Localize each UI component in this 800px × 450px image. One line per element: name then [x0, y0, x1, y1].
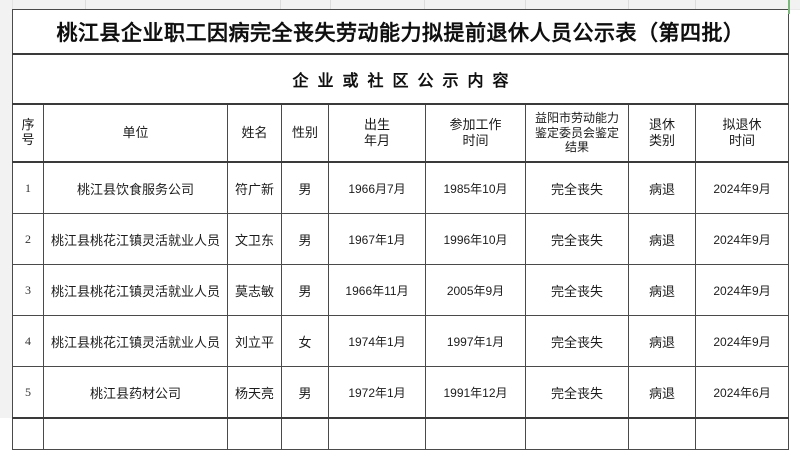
cell-empty: [328, 417, 426, 450]
cell-seq: 4: [12, 315, 44, 367]
cell-name: 杨天亮: [227, 366, 282, 419]
cell-unit: 桃江县桃花江镇灵活就业人员: [43, 315, 228, 367]
cell-work: 1997年1月: [425, 315, 526, 367]
cell-retire-type: 病退: [628, 213, 696, 265]
column-header-sex: 性别: [281, 103, 329, 163]
cell-sex: 女: [281, 315, 329, 367]
cell-sex: 男: [281, 366, 329, 419]
cell-appraisal-result: 完全丧失: [525, 213, 629, 265]
column-header-work-line1: 参加工作: [449, 116, 502, 132]
cell-retire-type: 病退: [628, 315, 696, 367]
cell-unit: 桃江县药材公司: [43, 366, 228, 419]
table-row-truncated: [12, 417, 790, 450]
cell-planned-retire-date: 2024年9月: [694, 213, 790, 265]
cell-appraisal-result: 完全丧失: [525, 161, 629, 214]
cell-empty: [227, 417, 282, 450]
column-header-seq: 序 号: [12, 103, 44, 163]
cell-birth: 1967年1月: [328, 213, 426, 265]
cell-seq: 3: [12, 264, 44, 316]
column-header-birth: 出生 年月: [328, 103, 426, 163]
column-header-work-start: 参加工作 时间: [425, 103, 526, 163]
column-header-name: 姓名: [227, 103, 282, 163]
column-header-plan-line1: 拟退休: [722, 116, 762, 132]
column-header-type-line1: 退休: [648, 116, 675, 132]
cell-planned-retire-date: 2024年9月: [694, 315, 790, 367]
cell-sex: 男: [281, 213, 329, 265]
column-header-type-line2: 类别: [648, 133, 675, 148]
cell-retire-type: 病退: [628, 264, 696, 316]
cell-seq: 2: [12, 213, 44, 265]
table-row: 5 桃江县药材公司 杨天亮 男 1972年1月 1991年12月 完全丧失 病退…: [12, 366, 790, 419]
cell-planned-retire-date: 2024年6月: [694, 366, 790, 419]
table-row: 3 桃江县桃花江镇灵活就业人员 莫志敏 男 1966年11月 2005年9月 完…: [12, 264, 790, 316]
cell-sex: 男: [281, 161, 329, 214]
cell-appraisal-result: 完全丧失: [525, 315, 629, 367]
cell-seq: 1: [12, 161, 44, 214]
cell-name: 刘立平: [227, 315, 282, 367]
cell-sex: 男: [281, 264, 329, 316]
cell-birth: 1972年1月: [328, 366, 426, 419]
cell-unit: 桃江县桃花江镇灵活就业人员: [43, 213, 228, 265]
column-header-seq-line1: 序: [21, 117, 35, 133]
cell-work: 1991年12月: [425, 366, 526, 419]
cell-name: 莫志敏: [227, 264, 282, 316]
cell-appraisal-result: 完全丧失: [525, 264, 629, 316]
column-header-work-line2: 时间: [462, 133, 489, 148]
page-subtitle: 企业或社区公示内容: [11, 53, 790, 105]
column-header-birth-line2: 年月: [363, 133, 390, 148]
column-header-appraisal-result: 益阳市劳动能力 鉴定委员会鉴定 结果: [525, 103, 629, 163]
column-header-birth-line1: 出生: [363, 116, 390, 132]
column-header-plan-line2: 时间: [729, 133, 756, 148]
cell-empty: [12, 417, 44, 450]
cell-empty: [525, 417, 629, 450]
cell-work: 1985年10月: [425, 161, 526, 214]
cell-empty: [694, 417, 790, 450]
cell-name: 符广新: [227, 161, 282, 214]
document-title-row: 桃江县企业职工因病完全丧失劳动能力拟提前退休人员公示表（第四批）: [11, 9, 790, 55]
cell-unit: 桃江县桃花江镇灵活就业人员: [43, 264, 228, 316]
column-header-seq-line2: 号: [21, 132, 35, 147]
column-header-unit: 单位: [43, 103, 228, 163]
document-subtitle-row: 企业或社区公示内容: [11, 53, 790, 105]
cell-appraisal-result: 完全丧失: [525, 366, 629, 419]
cell-empty: [628, 417, 696, 450]
column-header-result-line3: 结果: [564, 140, 589, 155]
column-header-result-line2: 鉴定委员会鉴定: [534, 125, 619, 140]
cell-birth: 1974年1月: [328, 315, 426, 367]
selection-marker-icon: [788, 0, 790, 14]
cell-birth: 1966月7月: [328, 161, 426, 214]
cell-planned-retire-date: 2024年9月: [694, 161, 790, 214]
public-notice-table: 桃江县企业职工因病完全丧失劳动能力拟提前退休人员公示表（第四批） 企业或社区公示…: [11, 9, 790, 450]
cell-work: 1996年10月: [425, 213, 526, 265]
cell-name: 文卫东: [227, 213, 282, 265]
cell-planned-retire-date: 2024年9月: [694, 264, 790, 316]
cell-empty: [43, 417, 228, 450]
table-row: 1 桃江县饮食服务公司 符广新 男 1966月7月 1985年10月 完全丧失 …: [12, 161, 790, 214]
cell-retire-type: 病退: [628, 366, 696, 419]
cell-empty: [281, 417, 329, 450]
public-notice-sheet: 桃江县企业职工因病完全丧失劳动能力拟提前退休人员公示表（第四批） 企业或社区公示…: [11, 9, 790, 450]
cell-seq: 5: [12, 366, 44, 419]
cell-work: 2005年9月: [425, 264, 526, 316]
table-header-row: 序 号 单位 姓名 性别 出生 年月 参加工作 时间 益阳市劳动能力 鉴定委员会…: [12, 103, 790, 163]
page-title: 桃江县企业职工因病完全丧失劳动能力拟提前退休人员公示表（第四批）: [11, 9, 790, 55]
cell-unit: 桃江县饮食服务公司: [43, 161, 228, 214]
table-row: 4 桃江县桃花江镇灵活就业人员 刘立平 女 1974年1月 1997年1月 完全…: [12, 315, 790, 367]
table-row: 2 桃江县桃花江镇灵活就业人员 文卫东 男 1967年1月 1996年10月 完…: [12, 213, 790, 265]
cell-empty: [425, 417, 526, 450]
column-header-planned-retire-date: 拟退休 时间: [694, 103, 790, 163]
column-header-result-line1: 益阳市劳动能力: [534, 111, 619, 126]
column-header-retire-type: 退休 类别: [628, 103, 696, 163]
cell-birth: 1966年11月: [328, 264, 426, 316]
cell-retire-type: 病退: [628, 161, 696, 214]
